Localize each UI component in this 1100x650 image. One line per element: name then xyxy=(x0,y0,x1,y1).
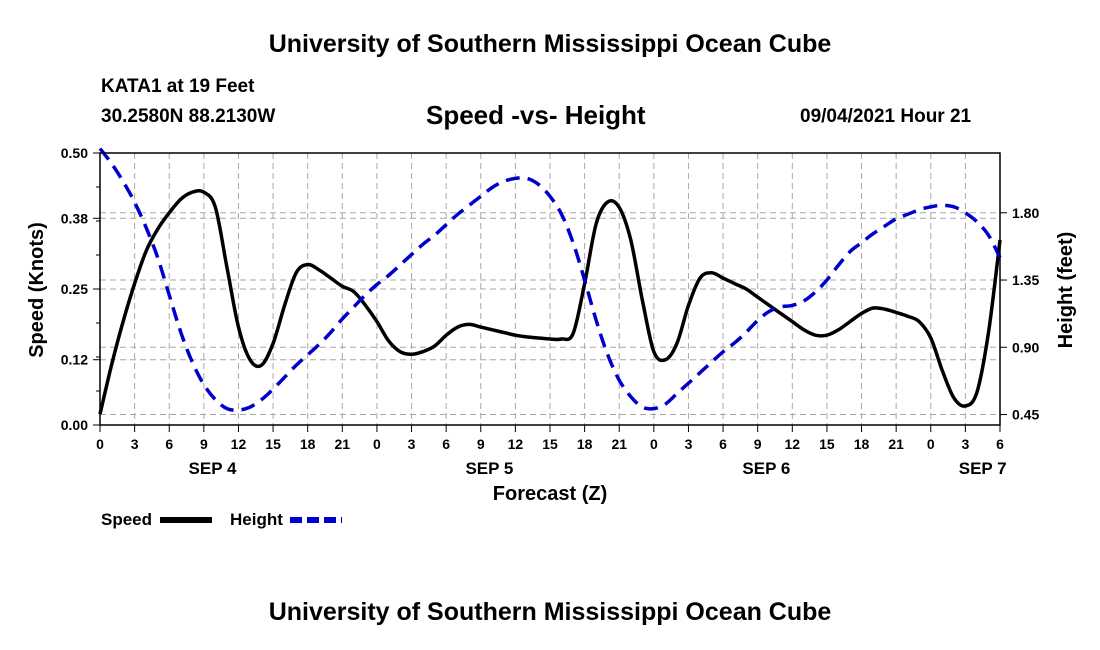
chart-title: Speed -vs- Height xyxy=(426,100,646,130)
x-tick-label: 21 xyxy=(611,436,627,452)
x-tick-label: 21 xyxy=(335,436,351,452)
x-tick-label: 18 xyxy=(300,436,316,452)
x-tick-label: 9 xyxy=(477,436,485,452)
x-tick-label: 0 xyxy=(927,436,935,452)
station-label: KATA1 at 19 Feet xyxy=(101,76,255,97)
x-tick-label: 15 xyxy=(265,436,281,452)
legend-label-speed: Speed xyxy=(101,510,152,529)
x-tick-label: 0 xyxy=(96,436,104,452)
x-tick-label: 15 xyxy=(819,436,835,452)
y-tick-label: 0.00 xyxy=(61,417,88,433)
x-tick-label: 3 xyxy=(685,436,693,452)
legend-label-height: Height xyxy=(230,510,283,529)
x-tick-label: 3 xyxy=(961,436,969,452)
day-label: SEP 7 xyxy=(959,459,1007,478)
y-tick-label: 0.50 xyxy=(61,145,88,161)
height-series-line xyxy=(98,147,1002,412)
top-title: University of Southern Mississippi Ocean… xyxy=(268,30,832,58)
x-tick-label: 6 xyxy=(719,436,727,452)
y2-tick-label: 0.45 xyxy=(1012,407,1039,423)
x-tick-label: 0 xyxy=(373,436,381,452)
grid-lines xyxy=(100,153,1000,425)
x-tick-label: 18 xyxy=(577,436,593,452)
x-tick-label: 9 xyxy=(200,436,208,452)
y-axis-label: Speed (Knots) xyxy=(26,222,48,358)
x-tick-label: 6 xyxy=(442,436,450,452)
x-tick-label: 12 xyxy=(508,436,524,452)
day-label: SEP 6 xyxy=(742,459,790,478)
x-tick-label: 21 xyxy=(888,436,904,452)
x-tick-label: 3 xyxy=(408,436,416,452)
x-tick-label: 6 xyxy=(165,436,173,452)
y2-axis-label: Height (feet) xyxy=(1055,232,1077,349)
x-tick-label: 18 xyxy=(854,436,870,452)
legend: Speed Height xyxy=(101,510,342,529)
x-tick-label: 0 xyxy=(650,436,658,452)
x-tick-label: 15 xyxy=(542,436,558,452)
forecast-datetime: 09/04/2021 Hour 21 xyxy=(800,106,972,127)
axes: 0 3 6 9 12 15 18 21 0 3 6 9 12 15 18 21 0 3 6 9 12 15 18 21 0 3 60… xyxy=(61,145,1040,478)
day-label: SEP 5 xyxy=(465,459,513,478)
x-tick-label: 12 xyxy=(785,436,801,452)
series-lines xyxy=(98,147,1002,415)
y-tick-label: 0.38 xyxy=(61,210,88,226)
x-tick-label: 9 xyxy=(754,436,762,452)
station-coordinates: 30.2580N 88.2130W xyxy=(101,106,276,127)
x-tick-label: 3 xyxy=(131,436,139,452)
x-axis-label: Forecast (Z) xyxy=(493,483,607,505)
y2-tick-label: 1.35 xyxy=(1012,272,1039,288)
y2-tick-label: 0.90 xyxy=(1012,339,1039,355)
bottom-title: University of Southern Mississippi Ocean… xyxy=(268,598,832,626)
y-tick-label: 0.12 xyxy=(61,352,88,368)
day-label: SEP 4 xyxy=(189,459,237,478)
y-tick-label: 0.25 xyxy=(61,281,88,297)
y2-tick-label: 1.80 xyxy=(1012,205,1039,221)
x-tick-label: 12 xyxy=(231,436,247,452)
x-tick-label: 6 xyxy=(996,436,1004,452)
speed-series-line xyxy=(98,188,1002,415)
